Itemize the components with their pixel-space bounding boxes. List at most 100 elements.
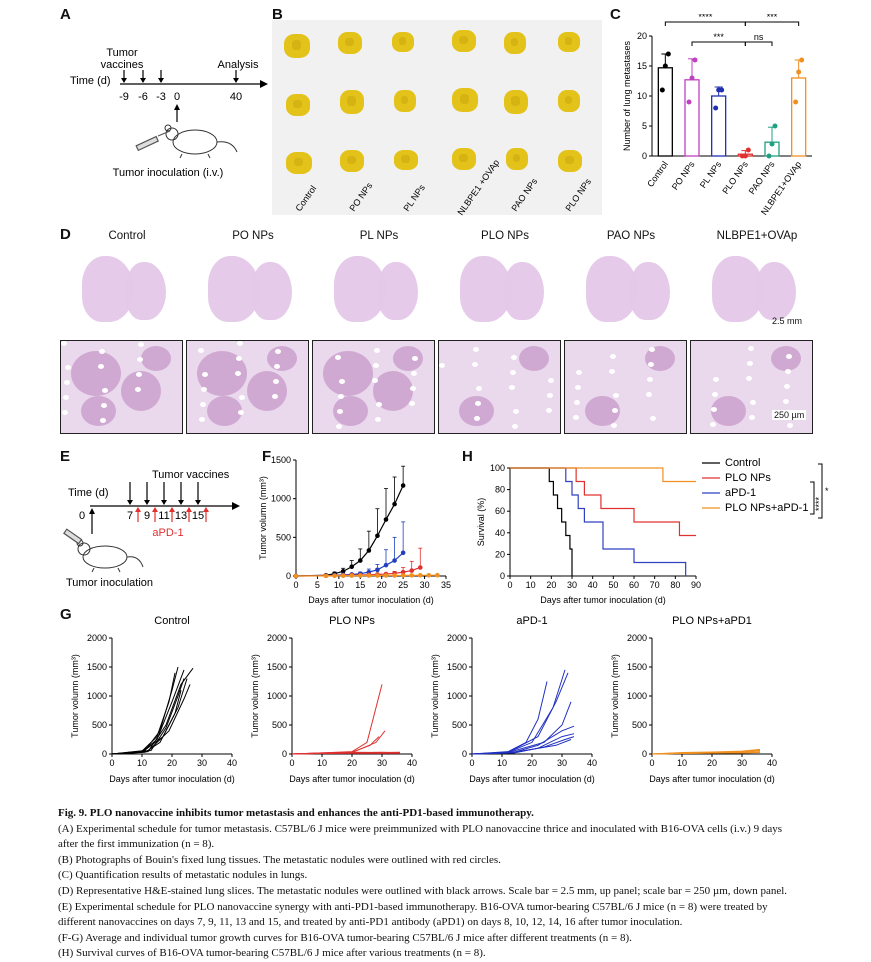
c-point [665,51,671,57]
d-nodule [71,351,121,396]
f-ytick-label: 1000 [271,494,291,504]
d-alveolus [784,384,790,389]
f-point [375,533,380,539]
c-point [689,75,695,81]
panel-f-letter: F [262,448,272,465]
e-vaccines-label: Tumor vaccines [152,469,230,481]
h-xtick-label: 80 [670,580,680,590]
a-vaccines-label-2: vaccines [101,59,144,71]
d-alveolus [710,422,716,427]
mouse-icon [76,539,144,573]
c-point [769,141,775,147]
b-label-pl: PL NPs [401,182,427,213]
d-group-label: NLBPE1+OVAp [716,230,798,242]
f-xtick-label: 30 [420,580,430,590]
g-xtick-label: 40 [587,758,597,768]
d-alveolus [787,423,793,428]
panel-e-letter: E [60,448,71,465]
h-sig-bracket-inner [810,481,815,515]
c-point [772,123,778,129]
f-point [349,573,355,578]
d-nodule [267,346,297,371]
g-ylabel: Tumor volumn (mm³) [610,654,620,738]
f-point [349,564,355,570]
a-inoculation-label: Tumor inoculation (i.v.) [113,167,224,179]
g-xtick-label: 30 [737,758,747,768]
d-alveolus [236,356,242,361]
panel-f-chart: 0 500 1000 1500 0 5 10 15 20 25 30 35 Days after tum… [258,455,451,605]
g-ylabel: Tumor volumn (mm³) [70,654,80,738]
a-tick-0: 0 [174,91,180,103]
d-alveolus [338,394,344,399]
a-analysis-label: Analysis [218,59,259,71]
d-nodule [207,396,242,426]
d-alveolus [137,357,143,362]
g-xtick-label: 40 [227,758,237,768]
f-point [435,572,440,578]
c-xtick-label: PL NPs [698,159,724,190]
g-xtick-label: 30 [377,758,387,768]
d-alveolus [746,376,752,381]
panel-g-charts: Control 0 500 1000 1500 2000 0 10 20 30 40 Days aft… [60,610,820,795]
d-zoom-panel [438,340,561,434]
mouse-icon [164,124,238,159]
f-point [426,573,432,578]
c-bar [711,95,727,157]
c-ylabel: Number of lung metastases [622,40,632,151]
d-alveolus [748,346,754,351]
c-point [662,63,668,69]
d-alveolus [272,394,278,399]
g-xtick-label: 10 [497,758,507,768]
panel-d-histology: Control PO NPs PL NPs PLO NPs PAO NPs NLBPE1+… [60,228,813,438]
d-group-label: PLO NPs [481,230,529,242]
d-lung-slice [252,262,292,320]
g-ytick-label: 1000 [87,691,107,701]
g-ytick-label: 500 [92,720,107,730]
e-time-label: Time (d) [68,487,109,499]
g-xtick-label: 20 [527,758,537,768]
f-point [417,565,423,570]
f-point [375,573,380,578]
panel-h-chart: 0 20 40 60 80 100 0 10 20 30 40 50 60 70 80 90 Days afte… [476,457,829,605]
g-ytick-label: 2000 [627,633,647,643]
e-inoculation-label: Tumor inoculation [66,577,153,589]
d-alveolus [786,354,792,359]
d-alveolus [138,342,144,347]
d-alveolus [135,387,141,392]
h-xtick-label: 10 [526,580,536,590]
d-alveolus [573,415,579,420]
syringe-icon [135,130,171,152]
panel-b-letter: B [272,6,283,23]
d-alveolus [613,393,619,398]
c-ytick-label: 0 [642,151,647,161]
g-ytick-label: 2000 [267,633,287,643]
e-apd1-label: aPD-1 [152,527,183,539]
g-curve [291,752,401,755]
d-nodule [519,346,549,371]
d-lung-slice [82,256,134,322]
g-ytick-label: 1000 [447,691,467,701]
d-alveolus [235,371,241,376]
d-alveolus [62,410,68,415]
d-alveolus [411,371,417,376]
d-lung-slice [334,256,386,322]
caption-line: after the first immunization (n = 8). [58,838,215,851]
d-alveolus [100,418,106,423]
c-sig-control-plo-label: **** [698,14,713,22]
c-sig-po-plo [691,41,746,46]
d-alveolus [275,349,281,354]
d-alveolus [239,395,245,400]
d-nodule [711,396,746,426]
d-lung-slice [460,256,512,322]
d-group-label: Control [108,230,146,242]
d-alveolus [649,347,655,352]
g-xlabel: Days after tumor inoculation (d) [469,774,595,784]
d-alveolus [609,369,615,374]
g-xtick-label: 0 [469,758,474,768]
g-curve [651,752,761,755]
g-curve [471,736,575,755]
d-zoom-panel [60,340,183,434]
d-lung-slice [630,262,670,320]
g-curve [651,748,761,755]
d-lung-slice [712,256,764,322]
